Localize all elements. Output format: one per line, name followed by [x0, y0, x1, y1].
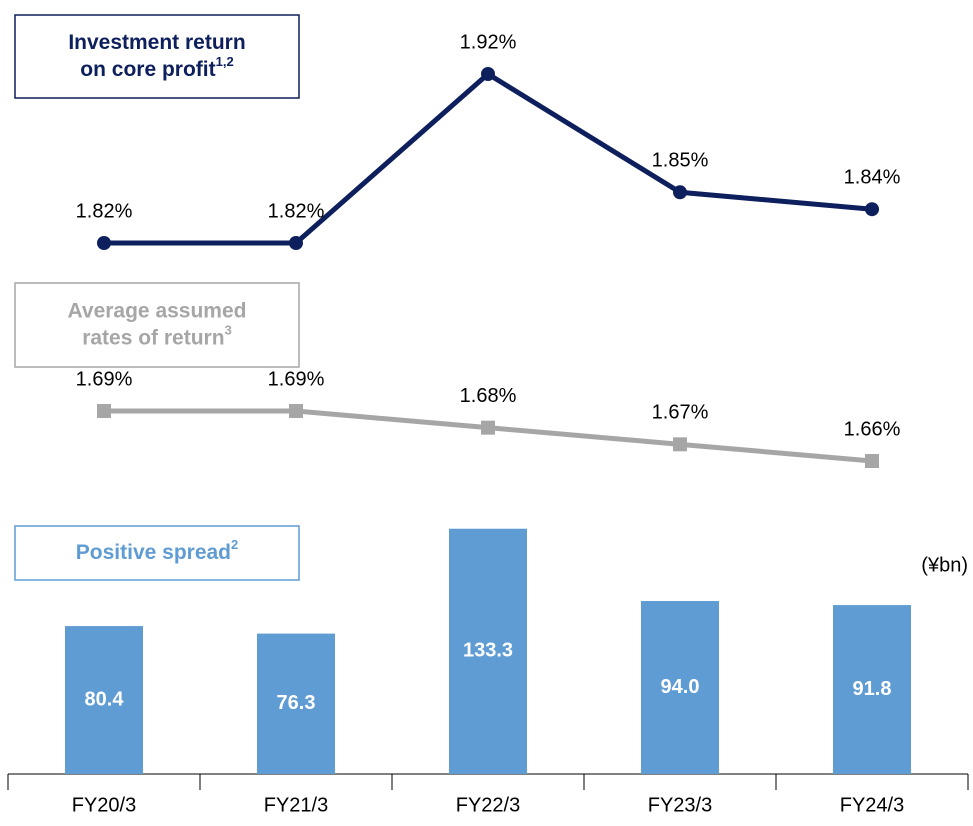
- marker: [97, 236, 111, 250]
- title: Average assumed: [68, 299, 247, 322]
- title: Investment return: [68, 31, 245, 54]
- bar: [641, 601, 719, 774]
- title-text: Investment return: [68, 31, 245, 54]
- x-tick-label: FY24/3: [840, 794, 904, 816]
- marker: [289, 236, 303, 250]
- value-label: 80.4: [85, 688, 125, 710]
- value-label: 1.67%: [652, 402, 709, 424]
- line: [104, 408, 873, 464]
- marker: [865, 454, 879, 468]
- x-tick-label: FY20/3: [72, 794, 136, 816]
- marker: [673, 185, 687, 200]
- title-note: 2: [231, 537, 238, 552]
- unit-label: (¥bn): [921, 554, 968, 576]
- value-label: 1.66%: [844, 418, 901, 440]
- value-label: 94.0: [661, 676, 700, 698]
- marker: [481, 420, 495, 435]
- value-label: 1.69%: [268, 368, 325, 390]
- x-tick-label: FY22/3: [456, 794, 520, 816]
- title-box: [14, 14, 300, 99]
- value-label: 1.82%: [76, 200, 133, 222]
- value-label: 1.84%: [844, 166, 901, 188]
- bar: [833, 605, 911, 774]
- value-label: 1.69%: [76, 368, 133, 390]
- title-text: Average assumed: [68, 299, 247, 322]
- marker: [673, 437, 687, 452]
- title-box: [14, 282, 300, 368]
- title-text: Positive spread: [76, 541, 231, 564]
- value-label: 1.85%: [652, 150, 709, 172]
- title-box: [14, 525, 300, 581]
- title-text: rates of return: [82, 326, 224, 349]
- marker: [97, 403, 111, 418]
- title-note: 3: [225, 323, 232, 338]
- bar: [449, 528, 527, 774]
- title: on core profit1,2: [80, 54, 233, 80]
- title: Positive spread2: [76, 537, 238, 563]
- line: [104, 70, 873, 246]
- value-label: 1.92%: [460, 31, 517, 53]
- x-tick-label: FY23/3: [648, 794, 712, 816]
- value-label: 1.82%: [268, 200, 325, 222]
- marker: [481, 67, 495, 81]
- title-note: 1,2: [216, 54, 234, 69]
- title: rates of return3: [82, 323, 232, 349]
- marker: [289, 403, 303, 418]
- x-tick-label: FY21/3: [264, 794, 328, 816]
- title-text: on core profit: [80, 58, 215, 81]
- marker: [865, 202, 879, 217]
- value-label: 1.68%: [460, 385, 517, 407]
- bar: [257, 633, 335, 774]
- value-label: 133.3: [463, 640, 513, 662]
- bar: [65, 626, 143, 774]
- value-label: 91.8: [853, 678, 892, 700]
- value-label: 76.3: [277, 692, 316, 714]
